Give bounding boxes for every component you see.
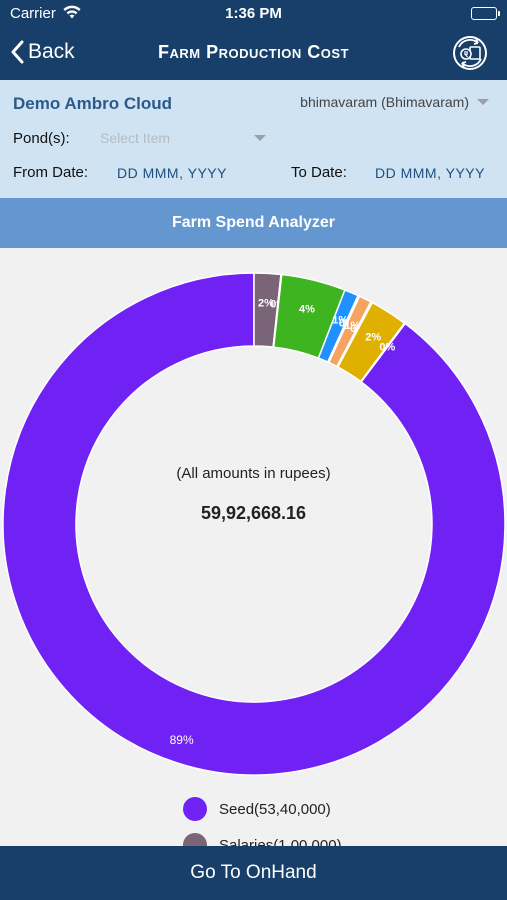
donut-slice-9[interactable] [359,322,407,383]
location-dropdown[interactable]: bhimavaram (Bhimavaram) [300,94,489,110]
donut-chart: 89%2%0%4%1%0%1%0%2%0% [2,272,506,776]
legend-color-dot [183,797,207,821]
wifi-icon [62,4,82,24]
page-title: Farm Production Cost [157,42,350,62]
go-to-onhand-button[interactable]: Go To OnHand [0,846,507,900]
legend-color-dot [183,833,207,846]
back-label: Back [28,40,75,63]
sync-currency-icon[interactable] [451,34,489,72]
to-date-label: To Date: [291,164,347,181]
from-date-field[interactable]: DD MMM, YYYY [117,165,227,181]
dropdown-arrow-icon [254,135,266,141]
farm-name[interactable]: Demo Ambro Cloud [13,94,172,113]
pond-label: Pond(s): [13,130,70,147]
from-date-label: From Date: [13,164,89,181]
back-button[interactable]: Back [10,36,75,68]
carrier-label: Carrier [10,5,56,22]
amount-note: (All amounts in rupees) [176,465,331,482]
to-date-field[interactable]: DD MMM, YYYY [375,165,485,181]
legend-label: Seed(53,40,000) [219,800,331,818]
battery-icon [471,7,500,20]
slice-label-4: 1% [332,314,348,326]
slice-label-1: 2% [258,297,274,309]
status-time: 1:36 PM [225,5,282,22]
slice-label-9: 0% [379,342,395,354]
legend-item-salaries[interactable]: Salaries(1,00,000) [183,827,342,846]
slice-label-0: 89% [170,733,194,747]
chart-area: 89%2%0%4%1%0%1%0%2%0% (All amounts in ru… [0,248,507,846]
status-bar: Carrier 1:36 PM [0,0,507,28]
legend-item-seed[interactable]: Seed(53,40,000) [183,791,342,827]
dropdown-arrow-icon [477,99,489,105]
chart-legend: Seed(53,40,000) Salaries(1,00,000) [183,791,342,846]
pond-placeholder: Select Item [100,130,171,146]
slice-label-8: 2% [365,332,381,344]
legend-label: Salaries(1,00,000) [219,836,342,847]
top-bar: Carrier 1:36 PM Back Farm Production Cos… [0,0,507,80]
chevron-left-icon [11,40,24,64]
filter-panel: Demo Ambro Cloud bhimavaram (Bhimavaram)… [0,80,507,198]
location-value: bhimavaram (Bhimavaram) [300,94,469,110]
donut-slice-0[interactable] [2,272,506,776]
pond-select[interactable]: Select Item [100,130,266,146]
slice-label-3: 4% [299,303,315,315]
farm-spend-analyzer-header: Farm Spend Analyzer [0,198,507,248]
total-amount: 59,92,668.16 [200,503,307,523]
